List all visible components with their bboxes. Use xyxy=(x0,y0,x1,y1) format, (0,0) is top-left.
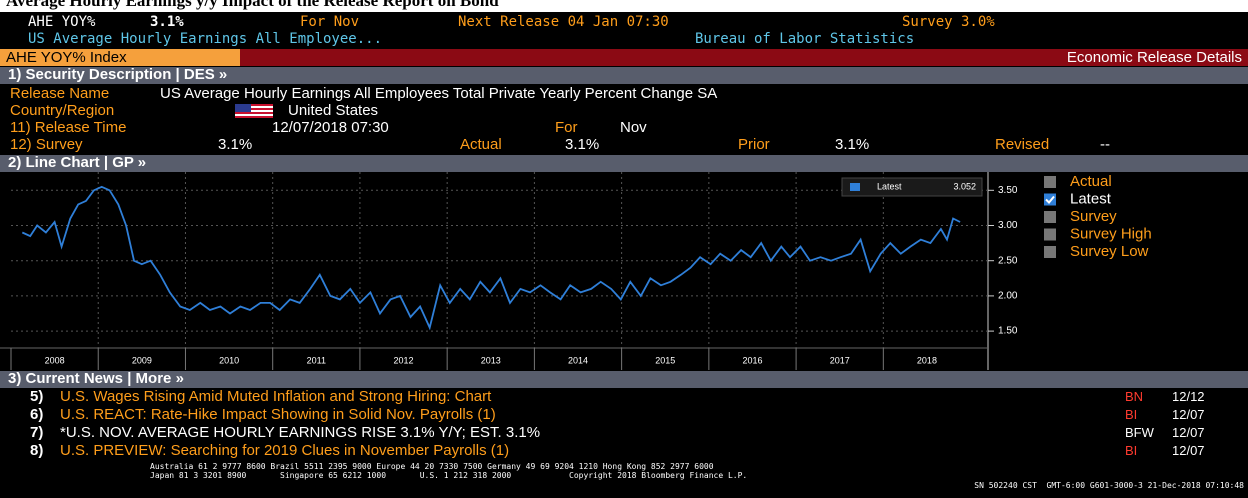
section-title[interactable]: 3) Current News | More » xyxy=(8,370,184,387)
news-date: 12/07 xyxy=(1172,425,1205,440)
y-tick-label: 2.50 xyxy=(998,255,1018,266)
news-number: 6) xyxy=(30,406,44,423)
field-label: For xyxy=(555,119,578,136)
section-title[interactable]: 2) Line Chart | GP » xyxy=(8,154,147,171)
page-title: Economic Release Details xyxy=(1066,49,1242,66)
field-value: 3.1% xyxy=(218,136,253,153)
y-tick-label: 1.50 xyxy=(998,326,1018,337)
x-tick-label: 2014 xyxy=(568,355,588,365)
section-title[interactable]: 1) Security Description | DES » xyxy=(8,66,228,83)
x-tick-label: 2016 xyxy=(742,355,762,365)
section-bar xyxy=(0,67,1248,84)
field-value: 12/07/2018 07:30 xyxy=(272,119,389,136)
x-tick-label: 2013 xyxy=(481,355,501,365)
section-bar xyxy=(0,155,1248,172)
header-survey: Survey 3.0% xyxy=(902,14,995,30)
news-source: BN xyxy=(1125,389,1144,404)
y-tick-label: 3.00 xyxy=(998,220,1018,231)
checkbox[interactable] xyxy=(1044,176,1056,188)
field-label: Revised xyxy=(995,136,1050,153)
news-number: 7) xyxy=(30,424,44,441)
field-value: -- xyxy=(1100,136,1110,153)
footer-line: SN 502240 CST GMT-6:00 G601-3000-3 21-De… xyxy=(974,481,1244,490)
x-tick-label: 2009 xyxy=(132,355,152,365)
field-label: 11) Release Time xyxy=(10,119,127,136)
news-headline[interactable]: U.S. REACT: Rate-Hike Impact Showing in … xyxy=(60,406,496,423)
footer-line: Japan 81 3 3201 8900 Singapore 65 6212 1… xyxy=(150,471,748,480)
line-chart: 1.50 2.00 2.50 3.00 3.50 2008 2009 2010 2011 2012… xyxy=(0,172,1152,370)
header-for: For Nov xyxy=(300,14,360,30)
checkbox[interactable] xyxy=(1044,211,1056,223)
field-value: 3.1% xyxy=(835,136,870,153)
x-tick-label: 2011 xyxy=(307,355,326,365)
checkbox[interactable] xyxy=(1044,193,1056,206)
news-headline[interactable]: U.S. Wages Rising Amid Muted Inflation a… xyxy=(60,388,492,405)
banner: Average Hourly Earnings y/y Impact of th… xyxy=(6,0,499,10)
flag xyxy=(235,104,273,118)
checkbox[interactable] xyxy=(1044,228,1056,241)
x-tick-label: 2015 xyxy=(655,355,675,365)
banner-bg xyxy=(0,0,1248,12)
footer-line: Australia 61 2 9777 8600 Brazil 5511 239… xyxy=(150,462,714,471)
next-release: Next Release 04 Jan 07:30 xyxy=(458,14,669,30)
news-source: BI xyxy=(1125,443,1138,458)
field-value: Nov xyxy=(620,119,647,136)
legend-label: Latest xyxy=(877,181,902,191)
field-label: Country/Region xyxy=(10,102,115,119)
y-tick-label: 3.50 xyxy=(998,185,1018,196)
news-source: BFW xyxy=(1125,425,1154,440)
legend-swatch xyxy=(850,183,860,191)
x-tick-label: 2017 xyxy=(830,355,850,365)
toggle-label: Survey xyxy=(1070,208,1117,225)
index-tab[interactable]: AHE YOY% Index xyxy=(0,49,240,66)
x-tick-label: 2018 xyxy=(917,355,937,365)
field-label: Release Name xyxy=(10,85,110,102)
news-date: 12/07 xyxy=(1172,443,1205,458)
news-number: 8) xyxy=(30,442,44,459)
field-label: Prior xyxy=(738,136,770,153)
news-date: 12/07 xyxy=(1172,407,1205,422)
news-headline[interactable]: U.S. PREVIEW: Searching for 2019 Clues i… xyxy=(60,442,510,459)
news-headline[interactable]: *U.S. NOV. AVERAGE HOURLY EARNINGS RISE … xyxy=(60,424,541,441)
field-value: US Average Hourly Earnings All Employees… xyxy=(160,85,718,102)
news-number: 5) xyxy=(30,388,44,405)
section-bar xyxy=(0,371,1248,388)
toggle-label: Survey High xyxy=(1070,225,1152,242)
plot-bg xyxy=(0,172,988,370)
title-bar xyxy=(0,49,1248,66)
field-value: United States xyxy=(288,102,379,119)
source: Bureau of Labor Statistics xyxy=(695,31,915,47)
field-value: 3.1% xyxy=(565,136,600,153)
checkmark xyxy=(1045,195,1055,204)
field-label: 12) Survey xyxy=(10,136,83,153)
field-label: Actual xyxy=(460,136,502,153)
legend-value: 3.052 xyxy=(953,181,976,191)
news-date: 12/12 xyxy=(1172,389,1205,404)
toggle-label: Survey Low xyxy=(1070,243,1149,260)
x-tick-label: 2012 xyxy=(394,355,414,365)
series-name: US Average Hourly Earnings All Employee.… xyxy=(28,31,383,47)
legend-box xyxy=(841,177,983,197)
x-tick-label: 2008 xyxy=(45,355,65,365)
toggle-label: Actual xyxy=(1070,173,1112,190)
checkbox[interactable] xyxy=(1044,246,1056,258)
ticker: AHE YOY% xyxy=(28,14,96,30)
y-tick-label: 2.00 xyxy=(998,291,1018,302)
header-value: 3.1% xyxy=(150,14,184,30)
news-source: BI xyxy=(1125,407,1138,422)
series-line xyxy=(21,185,961,331)
toggle-label: Latest xyxy=(1070,190,1112,207)
x-tick-label: 2010 xyxy=(219,355,239,365)
